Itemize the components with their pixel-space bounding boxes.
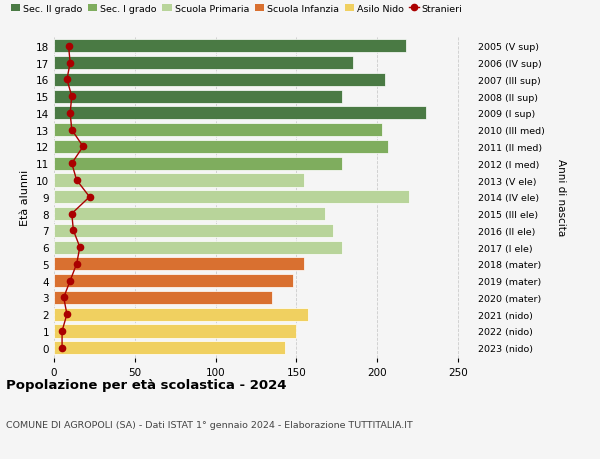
Text: COMUNE DI AGROPOLI (SA) - Dati ISTAT 1° gennaio 2024 - Elaborazione TUTTITALIA.I: COMUNE DI AGROPOLI (SA) - Dati ISTAT 1° … [6,420,413,429]
Bar [54,325,296,338]
Y-axis label: Anni di nascita: Anni di nascita [556,159,566,236]
Bar [54,157,341,170]
Bar [54,107,425,120]
Bar [54,174,304,187]
Bar [54,308,308,321]
Bar [54,191,409,204]
Bar [54,74,385,87]
Bar [54,241,341,254]
Bar [54,341,285,354]
Bar [54,291,272,304]
Bar [54,258,304,271]
Bar [54,57,353,70]
Bar [54,40,406,53]
Bar [54,124,382,137]
Bar [54,90,341,103]
Legend: Sec. II grado, Sec. I grado, Scuola Primaria, Scuola Infanzia, Asilo Nido, Stran: Sec. II grado, Sec. I grado, Scuola Prim… [11,5,463,14]
Bar [54,224,334,237]
Bar [54,274,293,288]
Text: Popolazione per età scolastica - 2024: Popolazione per età scolastica - 2024 [6,379,287,392]
Y-axis label: Età alunni: Età alunni [20,169,31,225]
Bar [54,140,388,154]
Bar [54,207,325,221]
